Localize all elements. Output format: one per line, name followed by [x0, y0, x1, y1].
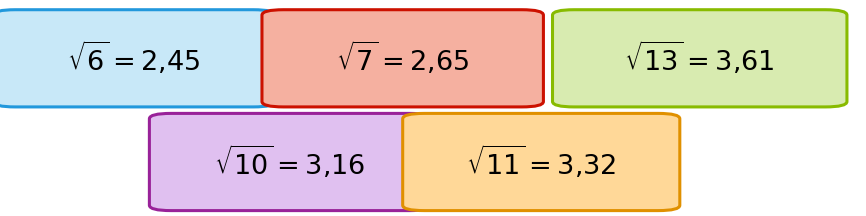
Text: $\sqrt{11} = 3{,}32$: $\sqrt{11} = 3{,}32$: [466, 143, 617, 181]
Text: $\sqrt{6} = 2{,}45$: $\sqrt{6} = 2{,}45$: [68, 40, 201, 77]
Text: $\sqrt{7} = 2{,}65$: $\sqrt{7} = 2{,}65$: [336, 40, 469, 77]
Text: $\sqrt{13} = 3{,}61$: $\sqrt{13} = 3{,}61$: [624, 40, 775, 77]
FancyBboxPatch shape: [150, 113, 431, 211]
Text: $\sqrt{10} = 3{,}16$: $\sqrt{10} = 3{,}16$: [215, 143, 365, 181]
FancyBboxPatch shape: [262, 10, 544, 107]
FancyBboxPatch shape: [553, 10, 847, 107]
FancyBboxPatch shape: [403, 113, 680, 211]
FancyBboxPatch shape: [0, 10, 275, 107]
